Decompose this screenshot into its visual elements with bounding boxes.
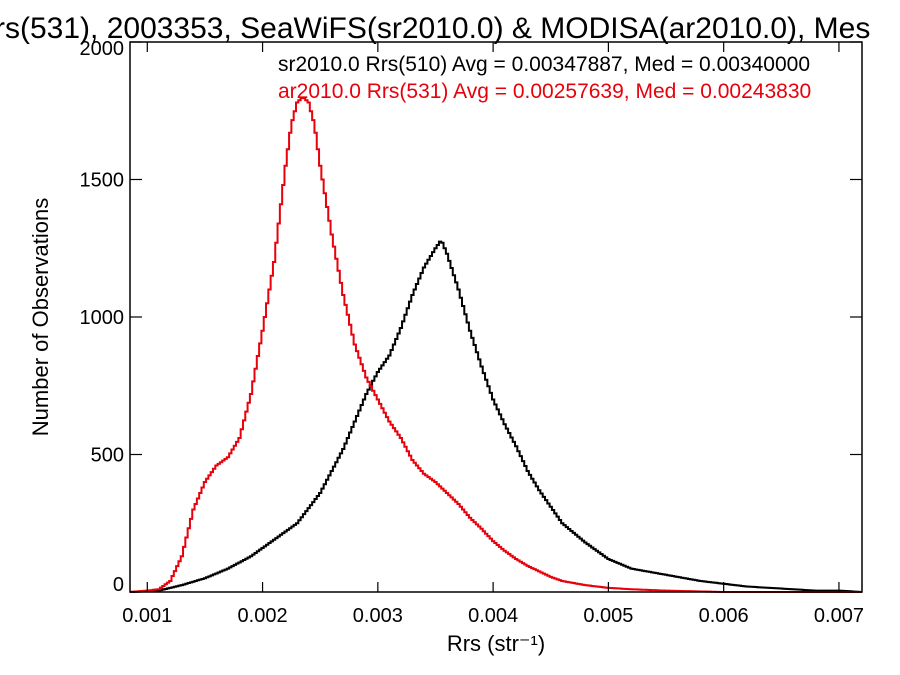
y-tick-label: 1500 xyxy=(80,170,125,192)
x-tick-label: 0.003 xyxy=(353,605,403,627)
y-axis-label: Number of Observations xyxy=(28,198,53,436)
x-tick-label: 0.001 xyxy=(122,605,172,627)
y-tick-label: 500 xyxy=(91,445,124,467)
y-tick-label: 1000 xyxy=(80,307,125,329)
legend-entry-2: ar2010.0 Rrs(531) Avg = 0.00257639, Med … xyxy=(278,80,811,103)
series-layer xyxy=(130,97,862,593)
x-tick-label: 0.007 xyxy=(814,605,864,627)
legend-entry-1: sr2010.0 Rrs(510) Avg = 0.00347887, Med … xyxy=(278,53,810,76)
plot-frame xyxy=(129,41,863,593)
histogram-series-1 xyxy=(130,240,862,593)
y-tick-label: 2000 xyxy=(80,38,125,60)
y-tick-label: 0 xyxy=(113,574,124,596)
legend: sr2010.0 Rrs(510) Avg = 0.00347887, Med … xyxy=(278,53,811,103)
x-tick-label: 0.005 xyxy=(583,605,633,627)
histogram-series-2 xyxy=(130,97,862,593)
x-tick-label: 0.002 xyxy=(238,605,288,627)
x-axis-label: Rrs (str⁻¹) xyxy=(447,631,545,656)
chart-title: rs(531), 2003353, SeaWiFS(sr2010.0) & MO… xyxy=(0,12,870,45)
axis-layer: 0.001 0.002 0.003 0.004 0.005 0.006 0.007 0 500 1… xyxy=(80,38,864,627)
x-tick-label: 0.006 xyxy=(699,605,749,627)
x-tick-label: 0.004 xyxy=(468,605,518,627)
